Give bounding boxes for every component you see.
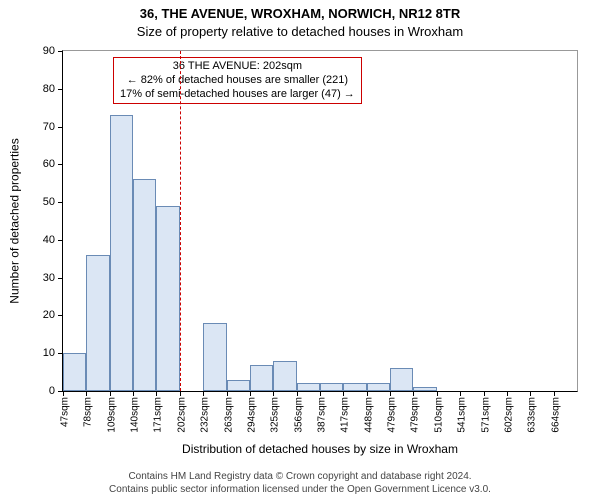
x-tick-label: 294sqm bbox=[246, 397, 257, 433]
y-tick-label: 20 bbox=[43, 309, 55, 321]
plot-area: 36 THE AVENUE: 202sqm ← 82% of detached … bbox=[62, 50, 578, 392]
x-tick-label: 325sqm bbox=[270, 397, 281, 433]
x-tick-label: 202sqm bbox=[176, 397, 187, 433]
x-tick-label: 479sqm bbox=[387, 397, 398, 433]
x-tick bbox=[390, 391, 391, 396]
x-tick-label: 602sqm bbox=[503, 397, 514, 433]
histogram-bar bbox=[63, 353, 86, 391]
y-tick bbox=[58, 240, 63, 241]
histogram-bar bbox=[297, 383, 320, 391]
y-axis-label: Number of detached properties bbox=[8, 138, 22, 303]
annotation-line-3: 17% of semi-detached houses are larger (… bbox=[120, 88, 355, 102]
histogram-bar bbox=[413, 387, 436, 391]
x-tick bbox=[203, 391, 204, 396]
x-tick bbox=[554, 391, 555, 396]
x-tick bbox=[367, 391, 368, 396]
x-tick-label: 448sqm bbox=[363, 397, 374, 433]
x-tick bbox=[343, 391, 344, 396]
footer-attribution: Contains HM Land Registry data © Crown c… bbox=[0, 470, 600, 496]
y-tick-label: 60 bbox=[43, 158, 55, 170]
x-tick bbox=[156, 391, 157, 396]
x-tick-label: 109sqm bbox=[106, 397, 117, 433]
histogram-bar bbox=[227, 380, 250, 391]
x-tick bbox=[86, 391, 87, 396]
x-tick bbox=[63, 391, 64, 396]
chart-container: 36, THE AVENUE, WROXHAM, NORWICH, NR12 8… bbox=[0, 0, 600, 500]
y-tick-label: 70 bbox=[43, 121, 55, 133]
annotation-box: 36 THE AVENUE: 202sqm ← 82% of detached … bbox=[113, 57, 362, 104]
x-tick-label: 510sqm bbox=[433, 397, 444, 433]
x-tick bbox=[133, 391, 134, 396]
reference-line bbox=[180, 51, 181, 391]
y-tick-label: 80 bbox=[43, 83, 55, 95]
x-tick-label: 387sqm bbox=[317, 397, 328, 433]
x-tick-label: 541sqm bbox=[457, 397, 468, 433]
y-tick bbox=[58, 51, 63, 52]
y-tick bbox=[58, 89, 63, 90]
y-tick-label: 30 bbox=[43, 272, 55, 284]
x-tick bbox=[227, 391, 228, 396]
histogram-bar bbox=[250, 365, 273, 391]
x-tick bbox=[413, 391, 414, 396]
x-tick-label: 140sqm bbox=[130, 397, 141, 433]
x-tick bbox=[110, 391, 111, 396]
x-tick-label: 232sqm bbox=[200, 397, 211, 433]
y-tick bbox=[58, 164, 63, 165]
x-tick bbox=[320, 391, 321, 396]
histogram-bar bbox=[203, 323, 226, 391]
histogram-bar bbox=[133, 179, 156, 391]
x-tick-label: 356sqm bbox=[293, 397, 304, 433]
y-tick-label: 10 bbox=[43, 347, 55, 359]
y-tick bbox=[58, 202, 63, 203]
y-tick-label: 50 bbox=[43, 196, 55, 208]
x-tick bbox=[250, 391, 251, 396]
x-tick bbox=[530, 391, 531, 396]
x-tick bbox=[437, 391, 438, 396]
x-tick-label: 417sqm bbox=[340, 397, 351, 433]
x-tick-label: 47sqm bbox=[60, 397, 71, 427]
x-tick-label: 263sqm bbox=[223, 397, 234, 433]
x-axis-label: Distribution of detached houses by size … bbox=[62, 442, 578, 456]
y-tick bbox=[58, 315, 63, 316]
histogram-bar bbox=[86, 255, 109, 391]
y-tick-label: 0 bbox=[49, 385, 55, 397]
x-tick bbox=[460, 391, 461, 396]
histogram-bar bbox=[390, 368, 413, 391]
chart-title-main: 36, THE AVENUE, WROXHAM, NORWICH, NR12 8… bbox=[0, 6, 600, 21]
annotation-line-1: 36 THE AVENUE: 202sqm bbox=[120, 60, 355, 74]
y-axis-label-wrap: Number of detached properties bbox=[8, 50, 22, 392]
x-tick-label: 633sqm bbox=[527, 397, 538, 433]
x-tick-label: 664sqm bbox=[550, 397, 561, 433]
annotation-line-2: ← 82% of detached houses are smaller (22… bbox=[120, 74, 355, 88]
x-tick-label: 571sqm bbox=[480, 397, 491, 433]
y-tick bbox=[58, 127, 63, 128]
x-tick-label: 479sqm bbox=[410, 397, 421, 433]
histogram-bar bbox=[367, 383, 390, 391]
x-tick bbox=[507, 391, 508, 396]
x-tick bbox=[297, 391, 298, 396]
y-tick-label: 40 bbox=[43, 234, 55, 246]
histogram-bar bbox=[343, 383, 366, 391]
x-tick bbox=[273, 391, 274, 396]
y-tick-label: 90 bbox=[43, 45, 55, 57]
x-tick bbox=[484, 391, 485, 396]
histogram-bar bbox=[110, 115, 133, 391]
histogram-bar bbox=[156, 206, 179, 391]
footer-line-1: Contains HM Land Registry data © Crown c… bbox=[0, 470, 600, 483]
x-tick-label: 171sqm bbox=[153, 397, 164, 433]
x-tick-label: 78sqm bbox=[83, 397, 94, 427]
x-tick bbox=[180, 391, 181, 396]
chart-title-sub: Size of property relative to detached ho… bbox=[0, 24, 600, 39]
y-tick bbox=[58, 278, 63, 279]
histogram-bar bbox=[273, 361, 296, 391]
histogram-bar bbox=[320, 383, 343, 391]
footer-line-2: Contains public sector information licen… bbox=[0, 483, 600, 496]
